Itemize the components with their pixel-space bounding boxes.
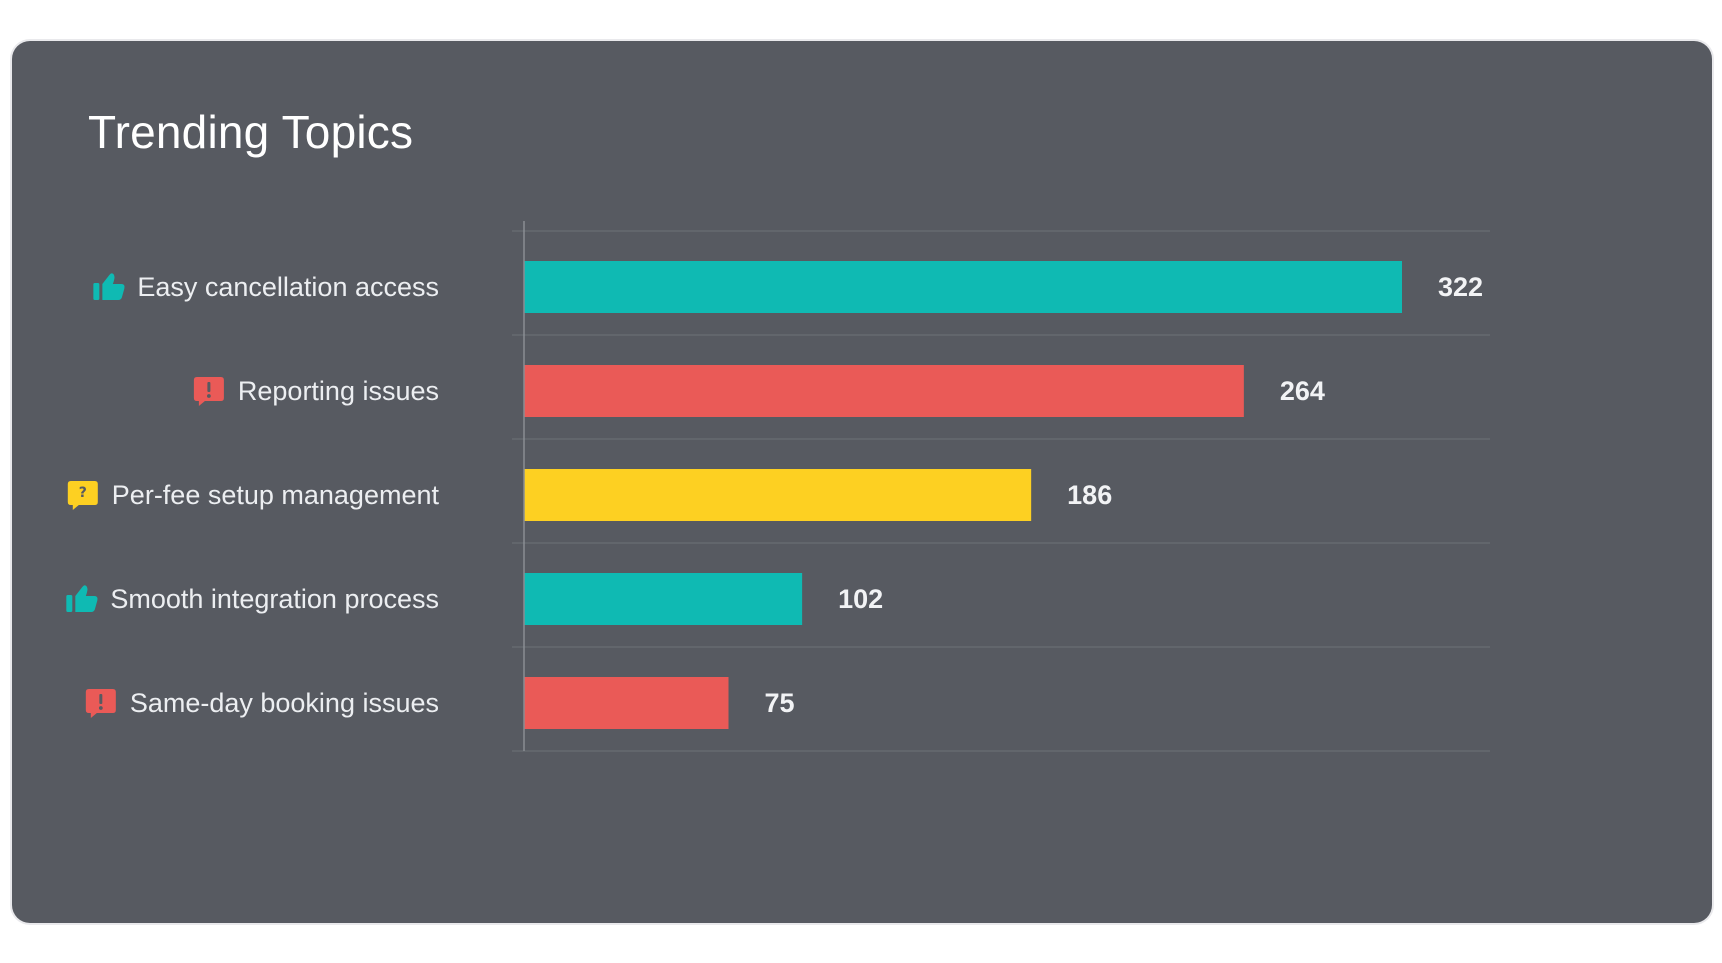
bar bbox=[524, 365, 1244, 417]
value-label: 75 bbox=[765, 688, 795, 718]
bar bbox=[524, 261, 1402, 313]
chart-title: Trending Topics bbox=[88, 106, 414, 158]
category-label: Smooth integration process bbox=[110, 584, 439, 614]
value-label: 186 bbox=[1067, 480, 1112, 510]
bar-chart: 322 Easy cancellation access 264 Reporting … bbox=[66, 221, 1490, 752]
value-label: 322 bbox=[1438, 272, 1483, 302]
question-icon: ? bbox=[67, 481, 98, 510]
svg-text:?: ? bbox=[79, 485, 87, 501]
thumbs-up-icon bbox=[93, 273, 125, 300]
category-label: Same-day booking issues bbox=[130, 688, 439, 718]
bar bbox=[524, 573, 803, 625]
category-label: Per-fee setup management bbox=[112, 480, 440, 510]
value-label: 102 bbox=[838, 584, 883, 614]
value-label: 264 bbox=[1280, 376, 1325, 406]
bar bbox=[524, 469, 1032, 521]
trending-topics-card: Trending Topics 322 Easy cancellation acc… bbox=[12, 41, 1712, 923]
alert-icon bbox=[85, 689, 116, 718]
alert-icon bbox=[193, 377, 224, 406]
category-label: Easy cancellation access bbox=[137, 272, 439, 302]
thumbs-up-icon bbox=[66, 585, 98, 612]
bar bbox=[524, 677, 729, 729]
category-label: Reporting issues bbox=[238, 376, 439, 406]
